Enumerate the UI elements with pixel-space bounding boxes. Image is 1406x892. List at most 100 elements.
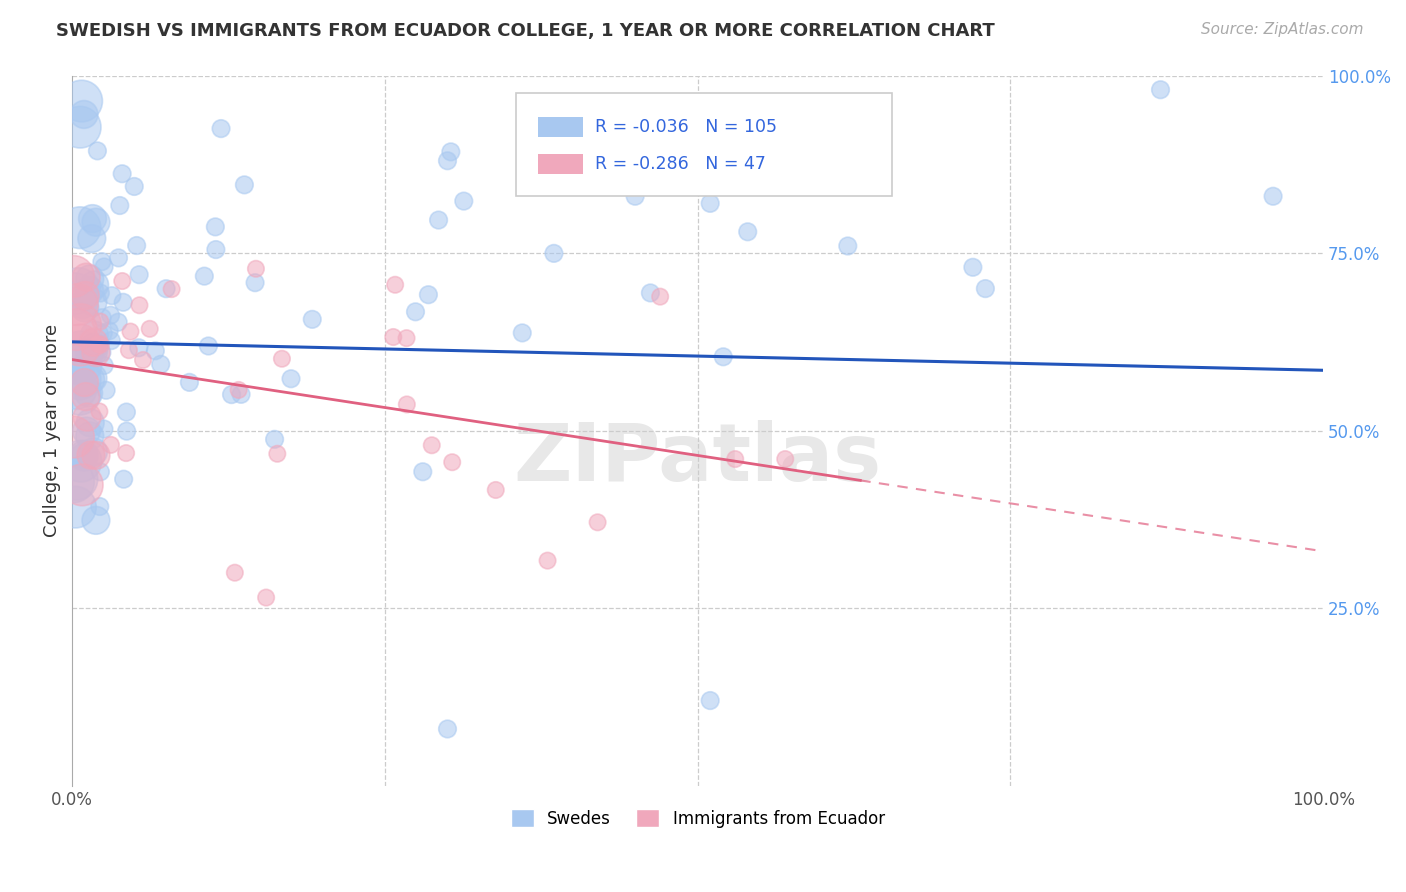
Point <box>160 282 183 296</box>
Point <box>204 219 226 234</box>
Point <box>89 286 111 301</box>
Point <box>82 371 104 385</box>
Point <box>89 500 111 514</box>
Text: ZIPatlas: ZIPatlas <box>513 420 882 498</box>
Point <box>111 167 134 181</box>
Point <box>80 448 103 462</box>
Point <box>79 345 101 359</box>
Point <box>122 179 145 194</box>
Point <box>586 516 609 530</box>
Point <box>441 455 464 469</box>
Point <box>91 310 114 325</box>
Point <box>724 452 747 467</box>
Point <box>65 500 87 515</box>
Point <box>98 324 121 338</box>
Point <box>120 325 142 339</box>
Text: SWEDISH VS IMMIGRANTS FROM ECUADOR COLLEGE, 1 YEAR OR MORE CORRELATION CHART: SWEDISH VS IMMIGRANTS FROM ECUADOR COLLE… <box>56 22 995 40</box>
Point <box>125 238 148 252</box>
Point <box>82 445 104 459</box>
Legend: Swedes, Immigrants from Ecuador: Swedes, Immigrants from Ecuador <box>503 803 891 834</box>
Point <box>93 359 115 373</box>
Point <box>143 343 166 358</box>
Point <box>89 314 111 328</box>
Point <box>773 452 796 467</box>
Point <box>536 553 558 567</box>
Point <box>436 722 458 736</box>
Point <box>699 693 721 707</box>
Point <box>65 381 87 395</box>
Point <box>69 220 91 235</box>
Point <box>420 438 443 452</box>
Point <box>70 357 93 371</box>
Point <box>87 337 110 351</box>
Point <box>83 335 105 350</box>
Point <box>75 288 97 302</box>
Point <box>100 334 122 348</box>
Point <box>70 94 93 108</box>
Point <box>543 246 565 260</box>
Point <box>197 339 219 353</box>
Point <box>382 330 405 344</box>
Point <box>69 318 91 332</box>
Point <box>115 424 138 438</box>
Point <box>65 355 87 369</box>
Point <box>93 260 115 274</box>
Point <box>112 295 135 310</box>
Point <box>69 454 91 468</box>
Point <box>79 373 101 387</box>
Point <box>62 475 84 489</box>
Y-axis label: College, 1 year or more: College, 1 year or more <box>44 324 60 537</box>
Point <box>80 231 103 245</box>
Point <box>101 288 124 302</box>
Point <box>395 331 418 345</box>
Point <box>84 215 107 229</box>
Point <box>155 282 177 296</box>
Point <box>65 322 87 336</box>
Point <box>79 272 101 286</box>
Point <box>79 284 101 298</box>
Point <box>79 429 101 443</box>
Point <box>73 450 96 464</box>
Point <box>115 446 138 460</box>
Point <box>115 405 138 419</box>
Point <box>405 305 427 319</box>
Point <box>69 387 91 401</box>
Point <box>711 350 734 364</box>
Point <box>280 372 302 386</box>
Point <box>83 277 105 292</box>
Point <box>93 422 115 436</box>
Point <box>100 438 122 452</box>
Text: R = -0.286   N = 47: R = -0.286 N = 47 <box>595 155 766 173</box>
Point <box>962 260 984 275</box>
Point <box>263 433 285 447</box>
Point <box>84 513 107 527</box>
Point <box>112 472 135 486</box>
Point <box>229 387 252 401</box>
Point <box>90 337 112 351</box>
Point <box>974 282 997 296</box>
Point <box>84 345 107 359</box>
Point <box>89 465 111 479</box>
Text: Source: ZipAtlas.com: Source: ZipAtlas.com <box>1201 22 1364 37</box>
Point <box>228 383 250 397</box>
Text: R = -0.036   N = 105: R = -0.036 N = 105 <box>595 118 778 136</box>
Point <box>737 225 759 239</box>
Point <box>128 298 150 312</box>
Point <box>79 416 101 430</box>
Point <box>84 448 107 462</box>
Point <box>179 376 201 390</box>
Point <box>301 312 323 326</box>
Point <box>624 189 647 203</box>
Point <box>245 261 267 276</box>
Point <box>73 301 96 315</box>
Point <box>67 282 90 296</box>
Point <box>837 239 859 253</box>
Point <box>395 397 418 411</box>
FancyBboxPatch shape <box>516 94 891 196</box>
Point <box>138 322 160 336</box>
Point <box>90 254 112 268</box>
Point <box>209 121 232 136</box>
Point <box>640 285 662 300</box>
Point <box>70 478 93 492</box>
Point <box>243 276 266 290</box>
